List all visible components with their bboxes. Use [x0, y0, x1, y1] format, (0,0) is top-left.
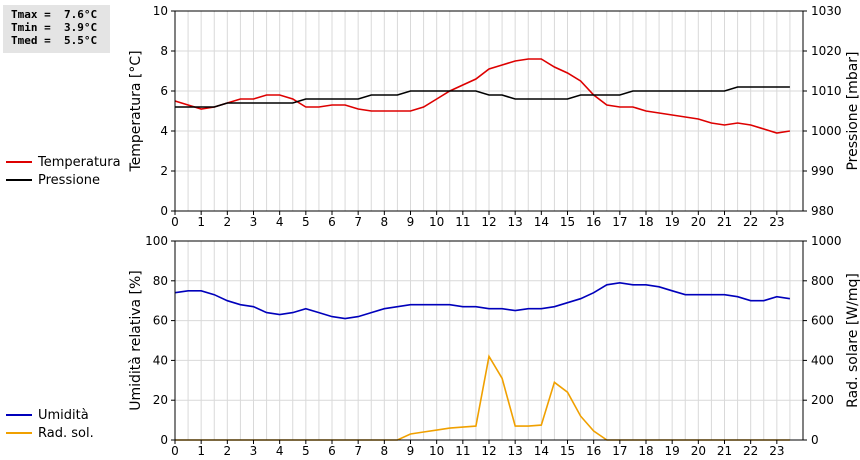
- y-right-tick-label: 1000: [811, 124, 842, 138]
- x-tick-label: 19: [665, 215, 680, 229]
- x-tick-label: 1: [197, 215, 205, 229]
- x-tick-label: 11: [455, 215, 470, 229]
- y-left-tick-label: 100: [145, 234, 168, 248]
- x-tick-label: 7: [354, 215, 362, 229]
- series-line-temperatura: [174, 58, 791, 134]
- legend-item-pressione: Pressione: [6, 171, 121, 189]
- legend-item-umidita: Umidità: [6, 406, 94, 424]
- x-tick-label: 12: [481, 215, 496, 229]
- x-tick-label: 14: [534, 444, 549, 458]
- x-tick-label: 0: [171, 444, 179, 458]
- y-right-axis-title: Rad. solare [W/mq]: [845, 273, 860, 408]
- legend-swatch-umidita: [6, 414, 32, 416]
- y-left-tick-label: 20: [153, 393, 168, 407]
- y-right-tick-label: 1000: [811, 234, 842, 248]
- x-tick-label: 15: [560, 215, 575, 229]
- stat-tmax: Tmax = 7.6°C: [11, 8, 98, 21]
- stats-box: Tmax = 7.6°C Tmin = 3.9°C Tmed = 5.5°C: [3, 5, 110, 53]
- y-right-tick-label: 800: [811, 274, 834, 288]
- x-tick-label: 10: [429, 444, 444, 458]
- x-tick-label: 9: [407, 444, 415, 458]
- x-tick-label: 8: [381, 444, 389, 458]
- x-tick-label: 16: [586, 444, 601, 458]
- x-tick-label: 4: [276, 444, 284, 458]
- y-left-axis-title: Temperatura [°C]: [128, 50, 144, 172]
- x-tick-label: 18: [638, 215, 653, 229]
- x-tick-label: 0: [171, 215, 179, 229]
- x-tick-label: 8: [381, 215, 389, 229]
- x-tick-label: 15: [560, 444, 575, 458]
- legend-label-pressione: Pressione: [38, 172, 101, 188]
- x-tick-label: 11: [455, 444, 470, 458]
- stat-tmed: Tmed = 5.5°C: [11, 34, 98, 47]
- x-tick-label: 9: [407, 215, 415, 229]
- y-left-tick-label: 10: [153, 4, 168, 18]
- x-tick-label: 1: [197, 444, 205, 458]
- y-left-tick-label: 8: [160, 44, 168, 58]
- x-tick-label: 2: [224, 215, 232, 229]
- y-left-axis-title: Umidità relativa [%]: [128, 270, 144, 411]
- x-tick-label: 4: [276, 215, 284, 229]
- x-tick-label: 7: [354, 444, 362, 458]
- stat-tmin: Tmin = 3.9°C: [11, 21, 98, 34]
- y-right-tick-label: 1030: [811, 4, 842, 18]
- x-tick-label: 5: [302, 444, 310, 458]
- x-tick-label: 13: [508, 444, 523, 458]
- x-tick-label: 17: [612, 444, 627, 458]
- x-tick-label: 3: [250, 444, 258, 458]
- x-tick-label: 19: [665, 444, 680, 458]
- y-right-tick-label: 400: [811, 353, 834, 367]
- x-tick-label: 14: [534, 215, 549, 229]
- y-left-tick-label: 4: [160, 124, 168, 138]
- legend-item-temperatura: Temperatura: [6, 153, 121, 171]
- legend-swatch-radsol: [6, 432, 32, 434]
- y-left-tick-label: 60: [153, 314, 168, 328]
- legend-label-temperatura: Temperatura: [38, 154, 121, 170]
- y-left-tick-label: 6: [160, 84, 168, 98]
- x-tick-label: 2: [224, 444, 232, 458]
- y-left-tick-label: 2: [160, 164, 168, 178]
- y-right-tick-label: 1020: [811, 44, 842, 58]
- x-tick-label: 20: [691, 215, 706, 229]
- y-left-tick-label: 0: [160, 433, 168, 447]
- series-line-pressione: [175, 86, 790, 108]
- legend-label-umidita: Umidità: [38, 407, 89, 423]
- legend-swatch-pressione: [6, 179, 32, 181]
- x-tick-label: 10: [429, 215, 444, 229]
- y-right-axis-title: Pressione [mbar]: [845, 51, 860, 170]
- legend-swatch-temperatura: [6, 161, 32, 163]
- series-line-umidit-: [174, 281, 791, 320]
- y-right-tick-label: 600: [811, 314, 834, 328]
- legend-label-radsol: Rad. sol.: [38, 425, 94, 441]
- x-tick-label: 5: [302, 215, 310, 229]
- x-tick-label: 17: [612, 215, 627, 229]
- legend-top: Temperatura Pressione: [6, 153, 121, 189]
- y-left-tick-label: 0: [160, 204, 168, 218]
- x-tick-label: 23: [769, 444, 784, 458]
- legend-bottom: Umidità Rad. sol.: [6, 408, 94, 442]
- x-tick-label: 20: [691, 444, 706, 458]
- x-tick-label: 6: [328, 444, 336, 458]
- y-right-tick-label: 200: [811, 393, 834, 407]
- y-right-tick-label: 990: [811, 164, 834, 178]
- x-tick-label: 6: [328, 215, 336, 229]
- y-right-tick-label: 1010: [811, 84, 842, 98]
- x-tick-label: 16: [586, 215, 601, 229]
- x-tick-label: 3: [250, 215, 258, 229]
- x-tick-label: 21: [717, 444, 732, 458]
- x-tick-label: 22: [743, 215, 758, 229]
- legend-item-radsol: Rad. sol.: [6, 424, 94, 442]
- x-tick-label: 22: [743, 444, 758, 458]
- x-tick-label: 13: [508, 215, 523, 229]
- y-right-tick-label: 0: [811, 433, 819, 447]
- x-tick-label: 21: [717, 215, 732, 229]
- y-left-tick-label: 80: [153, 274, 168, 288]
- x-tick-label: 23: [769, 215, 784, 229]
- x-tick-label: 18: [638, 444, 653, 458]
- y-left-tick-label: 40: [153, 353, 168, 367]
- series-line-rad-sol-: [175, 354, 790, 441]
- x-tick-label: 12: [481, 444, 496, 458]
- y-right-tick-label: 980: [811, 204, 834, 218]
